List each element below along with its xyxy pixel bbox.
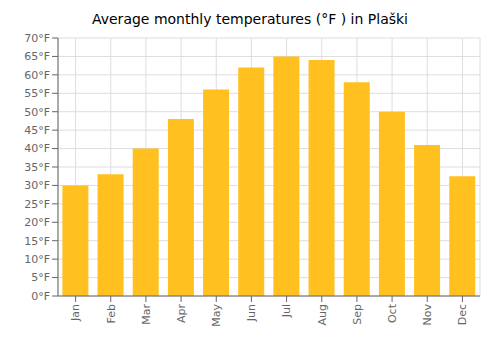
svg-text:20°F: 20°F xyxy=(24,216,50,229)
svg-text:10°F: 10°F xyxy=(24,253,50,266)
svg-text:Apr: Apr xyxy=(175,304,188,324)
svg-text:Nov: Nov xyxy=(421,304,434,326)
svg-text:May: May xyxy=(210,304,223,327)
svg-text:35°F: 35°F xyxy=(24,161,50,174)
html-text:Average monthly temperatures (: Average monthly temperatures (°F ) in Pl… xyxy=(92,11,408,27)
svg-text:Jul: Jul xyxy=(280,304,293,318)
svg-text:65°F: 65°F xyxy=(24,50,50,63)
svg-text:Aug: Aug xyxy=(316,304,329,325)
svg-text:30°F: 30°F xyxy=(24,179,50,192)
svg-text:0°F: 0°F xyxy=(31,290,50,303)
svg-text:Jan: Jan xyxy=(69,304,82,322)
svg-text:Dec: Dec xyxy=(456,304,469,325)
svg-text:45°F: 45°F xyxy=(24,124,50,137)
svg-text:Mar: Mar xyxy=(140,304,153,325)
svg-text:25°F: 25°F xyxy=(24,198,50,211)
svg-text:Jun: Jun xyxy=(245,304,258,322)
svg-text:50°F: 50°F xyxy=(24,106,50,119)
svg-text:60°F: 60°F xyxy=(24,69,50,82)
svg-text:70°F: 70°F xyxy=(24,32,50,45)
svg-text:Sep: Sep xyxy=(351,304,364,325)
svg-text:55°F: 55°F xyxy=(24,87,50,100)
svg-text:40°F: 40°F xyxy=(24,142,50,155)
svg-text:5°F: 5°F xyxy=(31,271,50,284)
svg-text:Oct: Oct xyxy=(386,303,399,323)
svg-text:15°F: 15°F xyxy=(24,235,50,248)
svg-text:Feb: Feb xyxy=(105,304,118,323)
